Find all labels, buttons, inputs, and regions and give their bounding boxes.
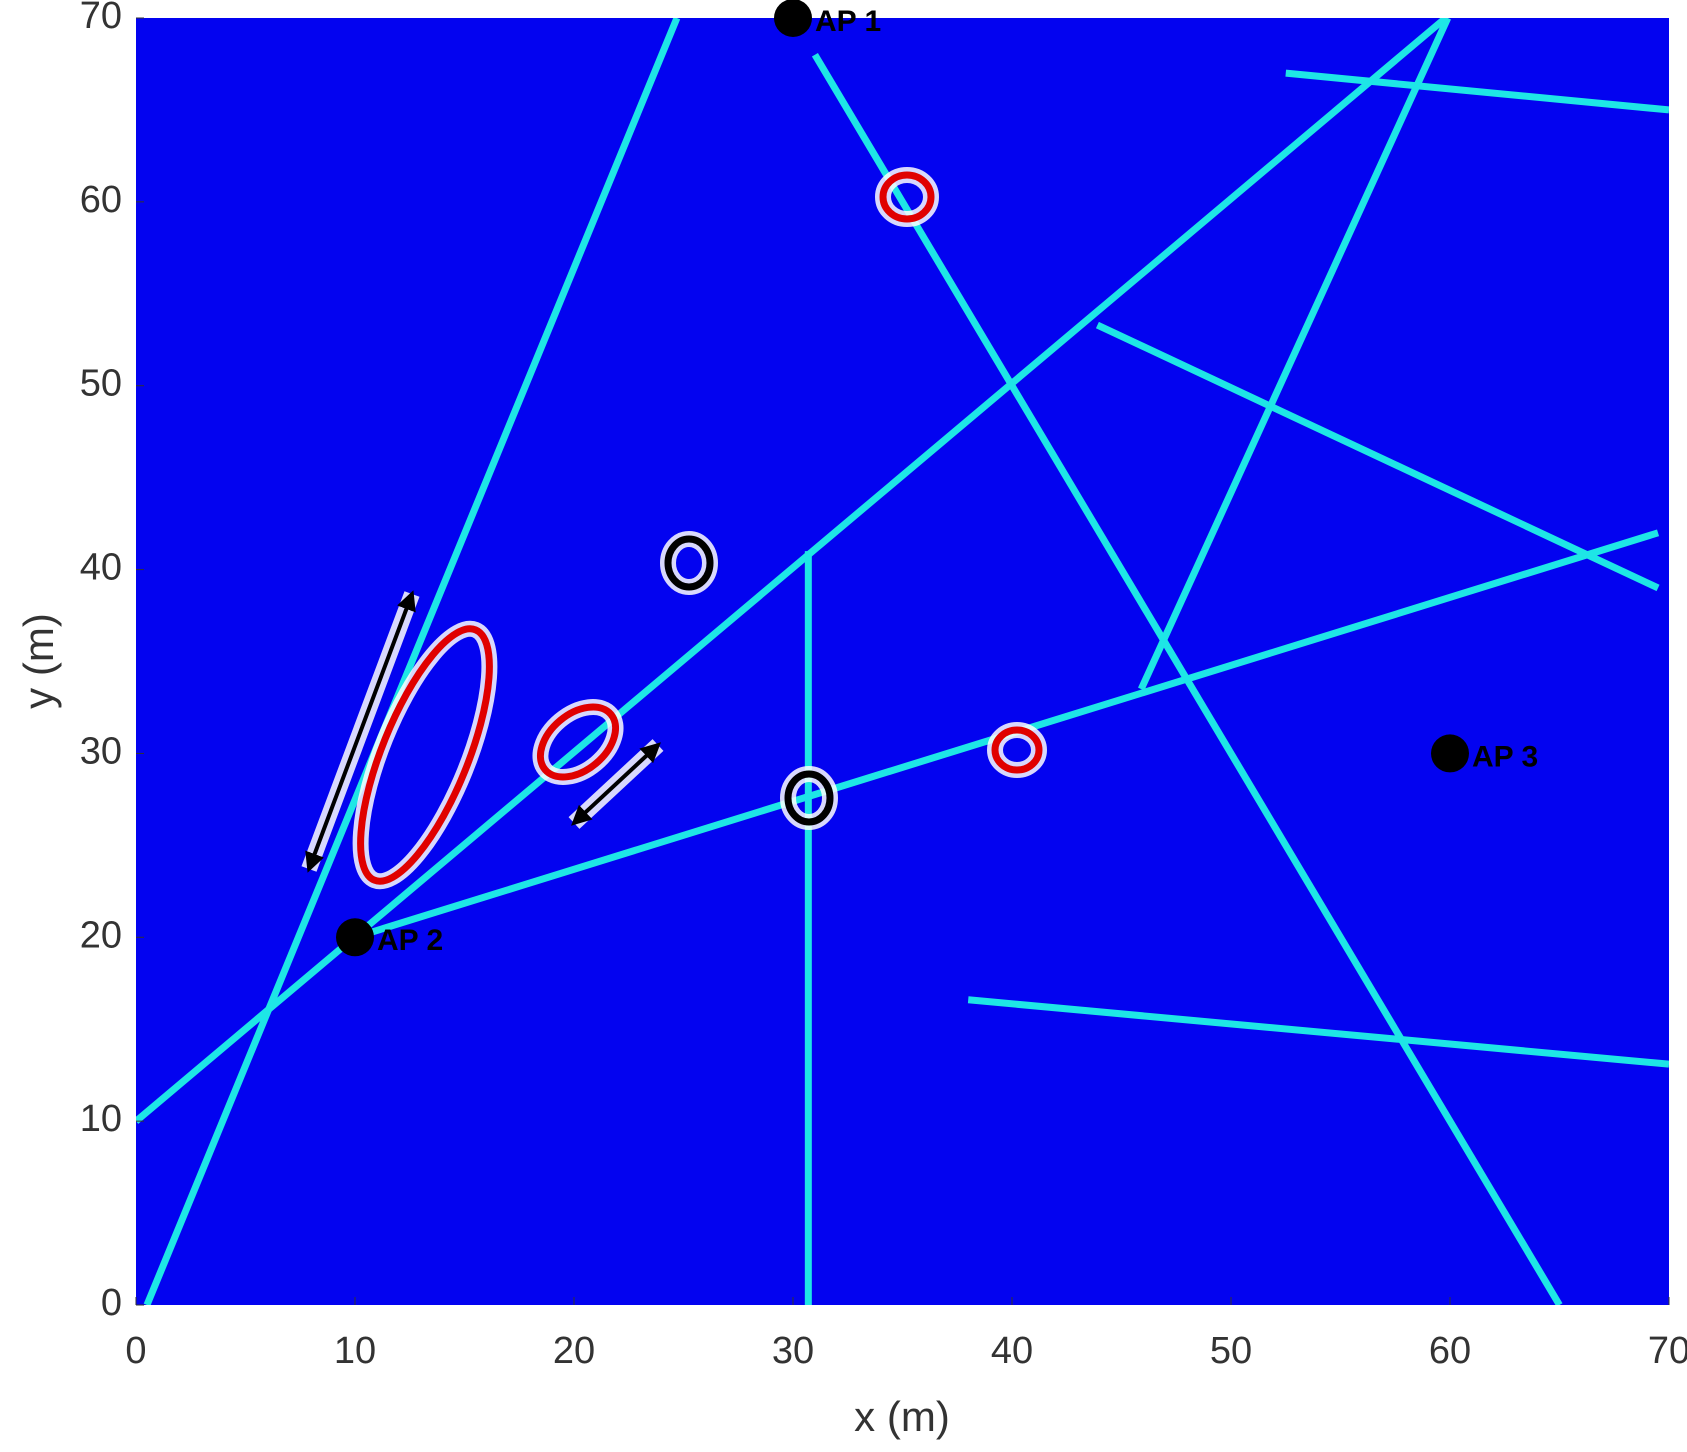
points-layer: AP 1 AP 2 AP 3 — [336, 0, 1538, 957]
y-tick-label: 0 — [101, 1282, 122, 1324]
y-tick-label: 40 — [80, 547, 122, 589]
x-tick-label: 60 — [1429, 1330, 1471, 1372]
y-axis-label: y (m) — [15, 613, 62, 709]
beam-line — [1138, 18, 1451, 691]
x-axis-label: x (m) — [854, 1393, 950, 1440]
y-tick-label: 70 — [80, 0, 122, 37]
access-point-label: AP 2 — [377, 924, 443, 957]
access-point-label: AP 3 — [1472, 740, 1538, 773]
access-point — [774, 0, 812, 37]
beam-line — [1095, 321, 1660, 592]
y-tick-label: 50 — [80, 363, 122, 405]
x-tick-label: 30 — [772, 1330, 814, 1372]
y-tick-label: 20 — [80, 914, 122, 956]
x-tick-label: 10 — [334, 1330, 376, 1372]
annotations — [301, 167, 1047, 890]
arrows — [305, 590, 661, 873]
x-tick-label: 40 — [991, 1330, 1033, 1372]
access-point — [336, 918, 374, 957]
x-tick-label: 50 — [1210, 1330, 1252, 1372]
black-highlights — [664, 535, 834, 826]
x-tick-label: 70 — [1648, 1330, 1687, 1372]
access-point-label: AP 1 — [815, 5, 881, 38]
y-tick-label: 10 — [80, 1098, 122, 1140]
y-tick-label: 60 — [80, 179, 122, 221]
access-point — [1431, 734, 1469, 773]
x-tick-label: 0 — [125, 1330, 146, 1372]
y-tick-label: 30 — [80, 730, 122, 772]
beam-line — [1285, 69, 1669, 114]
x-tick-label: 20 — [553, 1330, 595, 1372]
beam-line — [967, 996, 1669, 1068]
